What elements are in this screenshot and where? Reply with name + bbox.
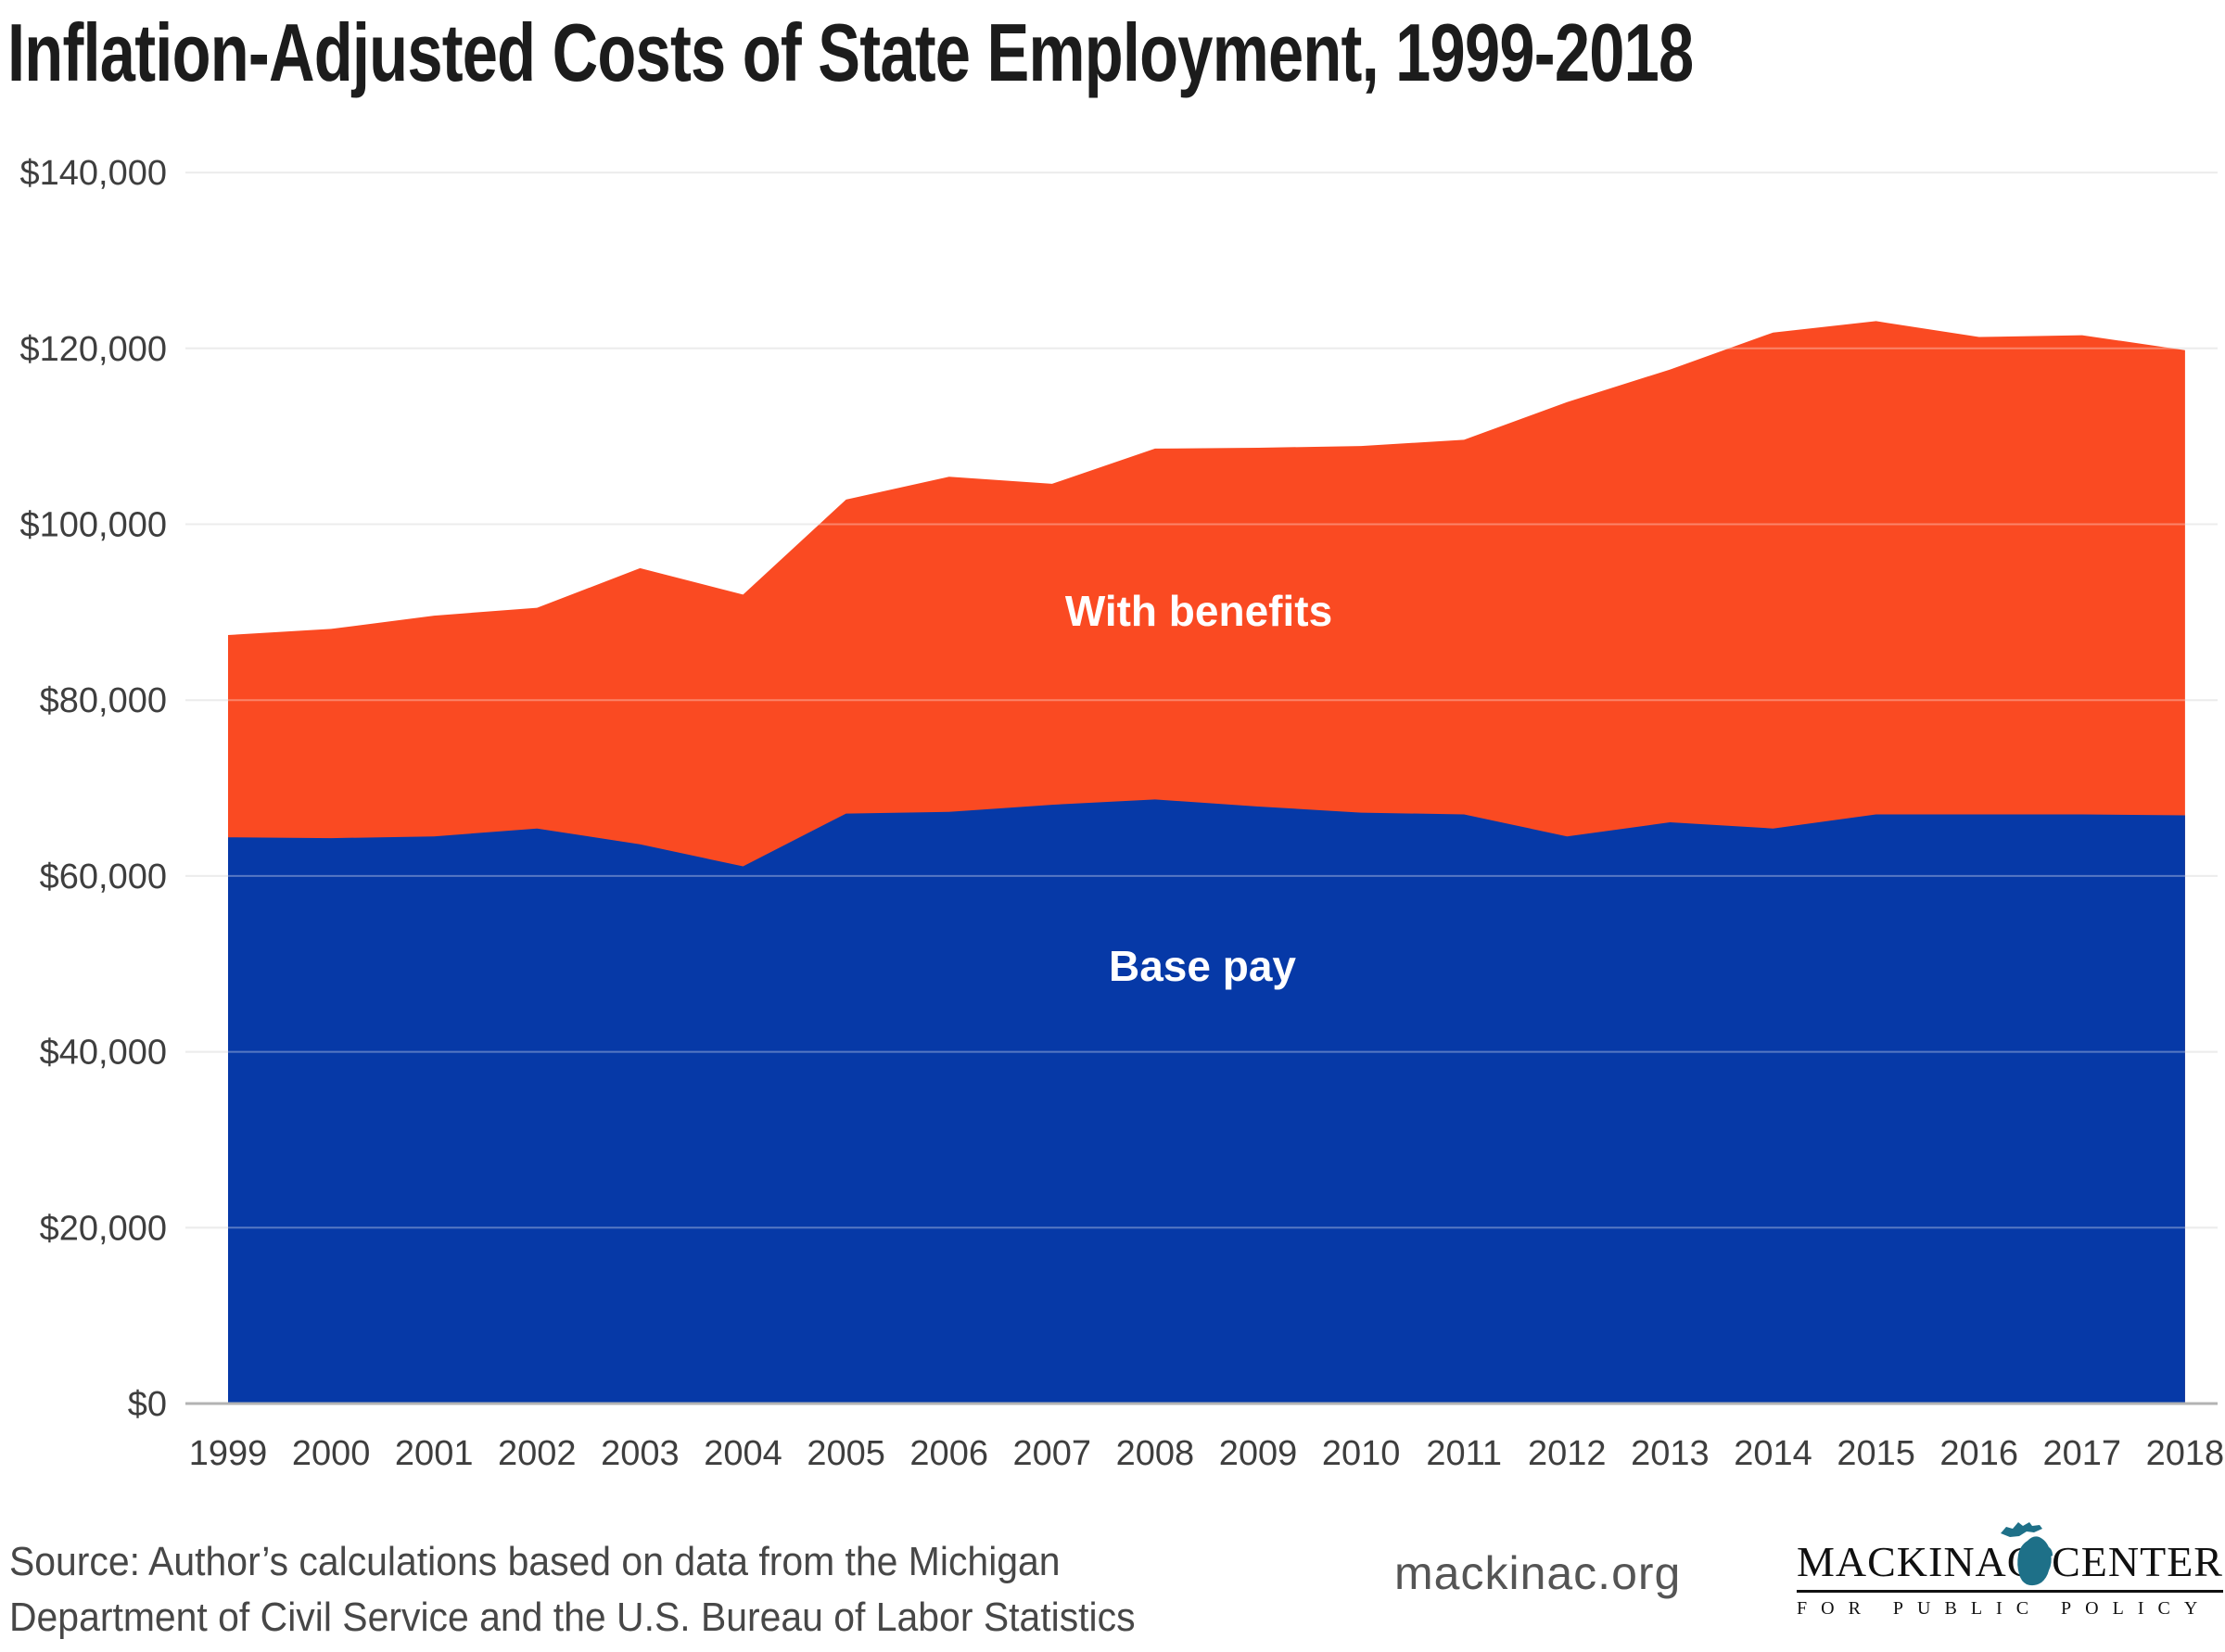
x-tick-label: 2014 xyxy=(1734,1434,1812,1473)
y-tick-label: $80,000 xyxy=(40,681,167,720)
x-tick-label: 2016 xyxy=(1939,1434,2018,1473)
y-tick-label: $120,000 xyxy=(20,330,168,369)
y-tick-label: $20,000 xyxy=(40,1209,167,1248)
x-tick-label: 2013 xyxy=(1631,1434,1710,1473)
x-tick-label: 2003 xyxy=(601,1434,680,1473)
x-tick-label: 2018 xyxy=(2146,1434,2225,1473)
x-tick-label: 1999 xyxy=(189,1434,268,1473)
x-tick-label: 2006 xyxy=(909,1434,988,1473)
x-tick-label: 2017 xyxy=(2043,1434,2122,1473)
x-tick-label: 2004 xyxy=(704,1434,782,1473)
x-tick-label: 2001 xyxy=(395,1434,474,1473)
source-line-2: Department of Civil Service and the U.S.… xyxy=(9,1595,1136,1640)
area-base-pay xyxy=(228,799,2185,1404)
y-tick-label: $40,000 xyxy=(40,1034,167,1073)
x-tick-label: 2015 xyxy=(1837,1434,1915,1473)
logo-tagline: FOR PUBLIC POLICY xyxy=(1797,1598,2212,1619)
x-tick-label: 2007 xyxy=(1013,1434,1092,1473)
stacked-area-chart: $0 $20,000 $40,000 $60,000 $80,000 $100,000 $1… xyxy=(20,154,2225,1473)
x-tick-label: 2009 xyxy=(1219,1434,1298,1473)
x-tick-label: 2002 xyxy=(498,1434,577,1473)
x-tick-label: 2005 xyxy=(807,1434,885,1473)
y-tick-label: $100,000 xyxy=(20,506,168,545)
logo-word-center: CENTER xyxy=(2052,1538,2223,1585)
y-tick-label: $0 xyxy=(128,1385,167,1424)
source-note: Source: Author’s calculations based on d… xyxy=(9,1534,1136,1646)
series-label: With benefits xyxy=(1065,587,1332,635)
logo-rule xyxy=(1797,1590,2223,1593)
y-tick-label: $140,000 xyxy=(20,154,168,193)
logo-name-row: MACKINAC CENTER xyxy=(1797,1537,2223,1589)
x-tick-label: 2008 xyxy=(1116,1434,1195,1473)
mackinac-logo: MACKINAC CENTER FOR PUBLIC POLICY xyxy=(1797,1522,2223,1620)
source-line-1: Source: Author’s calculations based on d… xyxy=(9,1539,1061,1584)
x-tick-label: 2010 xyxy=(1322,1434,1401,1473)
michigan-icon xyxy=(2001,1522,2053,1586)
website-link[interactable]: mackinac.org xyxy=(1394,1547,1682,1599)
chart-title: Inflation-Adjusted Costs of State Employ… xyxy=(7,6,1694,98)
x-tick-label: 2012 xyxy=(1528,1434,1607,1473)
series-label: Base pay xyxy=(1109,942,1296,990)
x-tick-label: 2011 xyxy=(1426,1434,1502,1473)
y-tick-label: $60,000 xyxy=(40,858,167,896)
x-tick-label: 2000 xyxy=(292,1434,371,1473)
logo-word-mackinac: MACKINAC xyxy=(1797,1538,2037,1585)
